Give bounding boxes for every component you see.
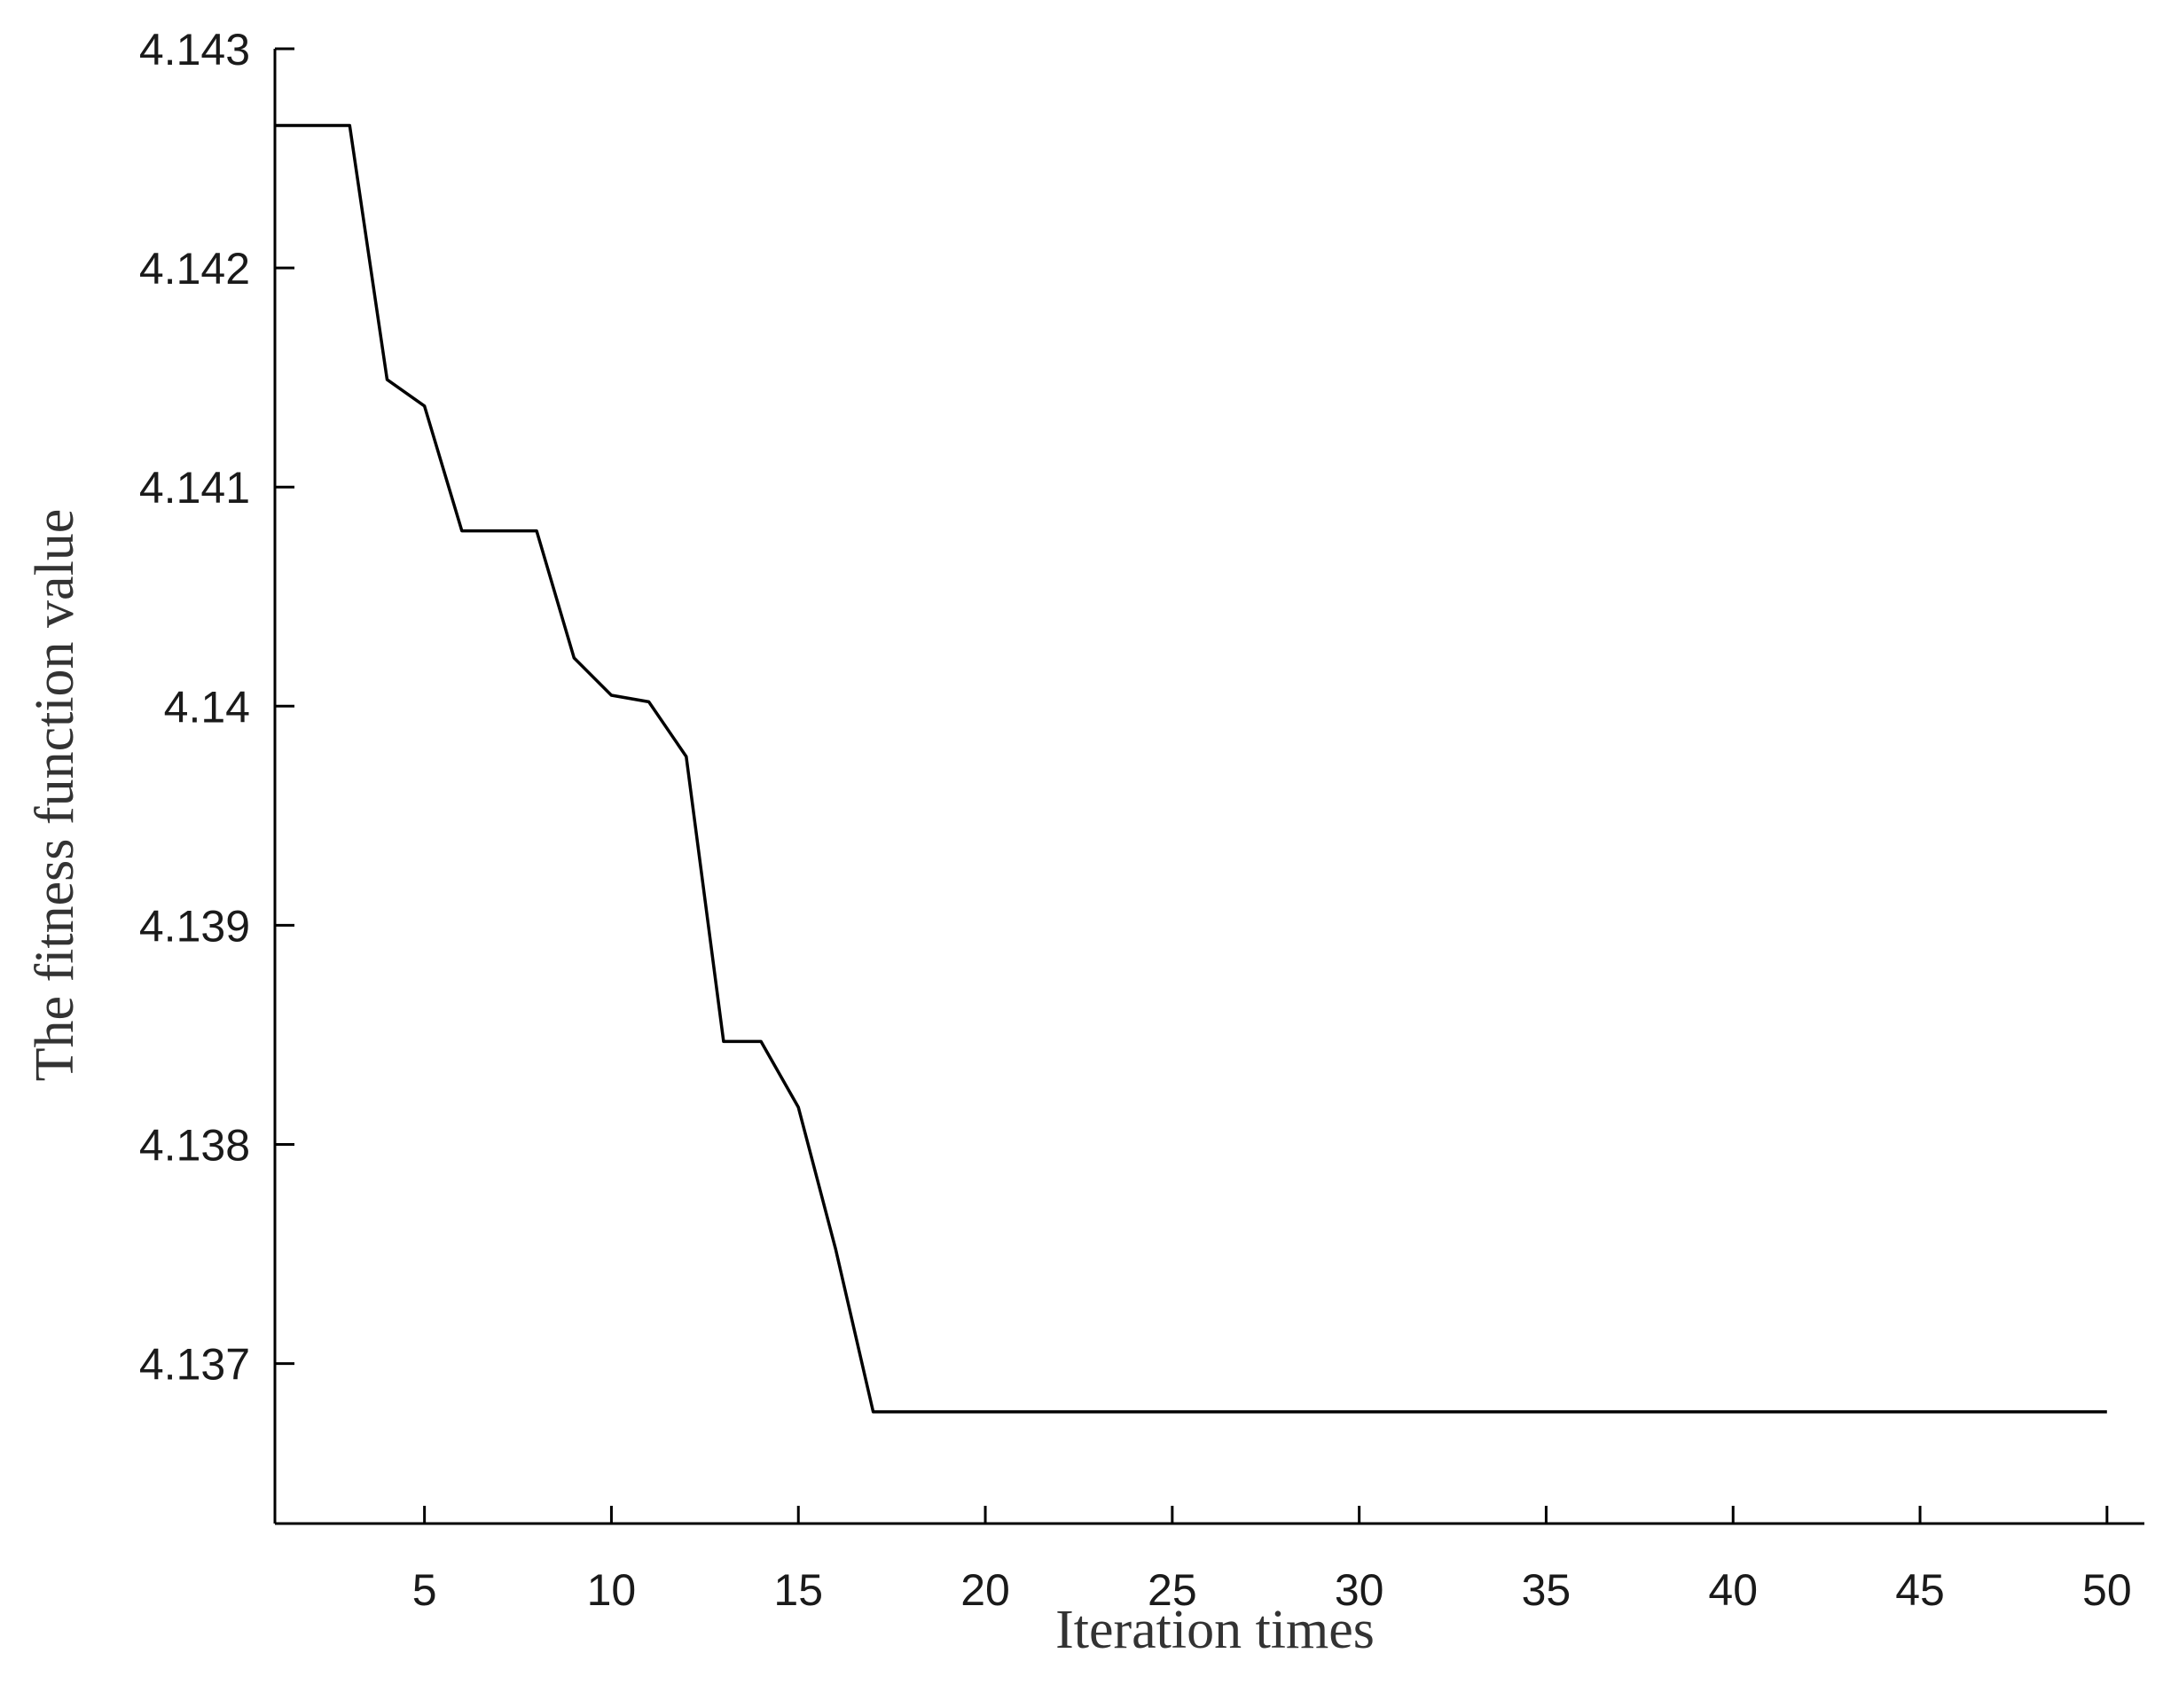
x-axis-title: Iteration times bbox=[1055, 1600, 1375, 1660]
y-tick-label: 4.143 bbox=[139, 25, 250, 74]
y-axis-title: The fitness function value bbox=[25, 509, 85, 1082]
x-tick-label: 10 bbox=[587, 1565, 637, 1615]
x-tick-label: 5 bbox=[412, 1565, 437, 1615]
y-tick-label: 4.139 bbox=[139, 901, 250, 951]
x-tick-label: 40 bbox=[1708, 1565, 1758, 1615]
x-tick-label: 35 bbox=[1522, 1565, 1571, 1615]
series-line bbox=[275, 123, 2107, 1414]
x-tick-label: 30 bbox=[1335, 1565, 1384, 1615]
y-tick-label: 4.137 bbox=[139, 1340, 250, 1390]
y-axis-ticks: 4.137 4.138 4.139 4.14 4.141 4.142 4.143 bbox=[139, 25, 294, 1390]
plot-area bbox=[275, 123, 2107, 1414]
x-tick-label: 20 bbox=[960, 1565, 1010, 1615]
x-tick-label: 50 bbox=[2082, 1565, 2132, 1615]
y-tick-label: 4.142 bbox=[139, 244, 250, 294]
x-tick-label: 15 bbox=[773, 1565, 823, 1615]
x-tick-label: 25 bbox=[1148, 1565, 1197, 1615]
x-tick-label: 45 bbox=[1895, 1565, 1945, 1615]
y-tick-label: 4.141 bbox=[139, 463, 250, 513]
x-axis-ticks: 5 10 15 20 25 30 35 40 45 50 bbox=[412, 1506, 2132, 1615]
y-tick-label: 4.14 bbox=[164, 682, 250, 732]
axes bbox=[273, 49, 2144, 1525]
y-tick-label: 4.138 bbox=[139, 1121, 250, 1171]
